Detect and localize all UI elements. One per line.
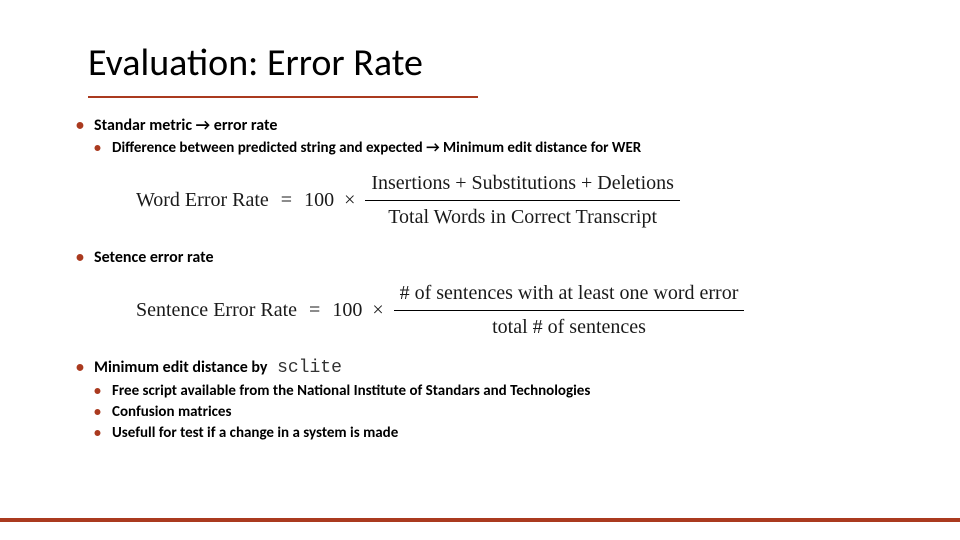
slide: Evaluation: Error Rate Standar metric → …: [0, 0, 960, 540]
slide-content: Standar metric → error rate Difference b…: [76, 116, 920, 442]
bullet-lvl1: Setence error rate: [76, 248, 920, 267]
formula-eq: =: [281, 189, 292, 212]
bottom-accent-bar: [0, 518, 960, 522]
formula-fraction: Insertions + Substitutions + Deletions T…: [365, 171, 680, 230]
formula-fraction: # of sentences with at least one word er…: [394, 281, 745, 340]
bullet-lvl1: Minimum edit distance by sclite: [76, 358, 920, 378]
bullet-text: Minimum edit distance by: [94, 358, 267, 377]
formula-denominator: Total Words in Correct Transcript: [382, 201, 663, 230]
slide-title: Evaluation: Error Rate: [88, 40, 960, 88]
bullet-lvl2: Difference between predicted string and …: [94, 139, 920, 157]
formula-lhs: Sentence Error Rate: [136, 299, 297, 322]
bullet-lvl2: Usefull for test if a change in a system…: [94, 424, 920, 442]
bullet-lvl2: Confusion matrices: [94, 403, 920, 421]
formula-const: 100: [332, 299, 362, 322]
bullet-lvl1: Standar metric → error rate: [76, 116, 920, 135]
bullet-list: Standar metric → error rate Difference b…: [76, 116, 920, 157]
formula-numerator: # of sentences with at least one word er…: [394, 281, 745, 311]
formula-eq: =: [309, 299, 320, 322]
formula-numerator: Insertions + Substitutions + Deletions: [365, 171, 680, 201]
formula-times: ×: [344, 189, 355, 212]
bullet-lvl2: Free script available from the National …: [94, 382, 920, 400]
formula-ser: Sentence Error Rate = 100 × # of sentenc…: [136, 281, 920, 340]
formula-const: 100: [304, 189, 334, 212]
formula-lhs: Word Error Rate: [136, 189, 269, 212]
formula-denominator: total # of sentences: [486, 311, 652, 340]
formula-times: ×: [372, 299, 383, 322]
title-underline: [88, 96, 478, 98]
formula-wer: Word Error Rate = 100 × Insertions + Sub…: [136, 171, 920, 230]
bullet-list: Setence error rate: [76, 248, 920, 267]
code-label: sclite: [277, 358, 342, 378]
bullet-list: Minimum edit distance by sclite Free scr…: [76, 358, 920, 442]
